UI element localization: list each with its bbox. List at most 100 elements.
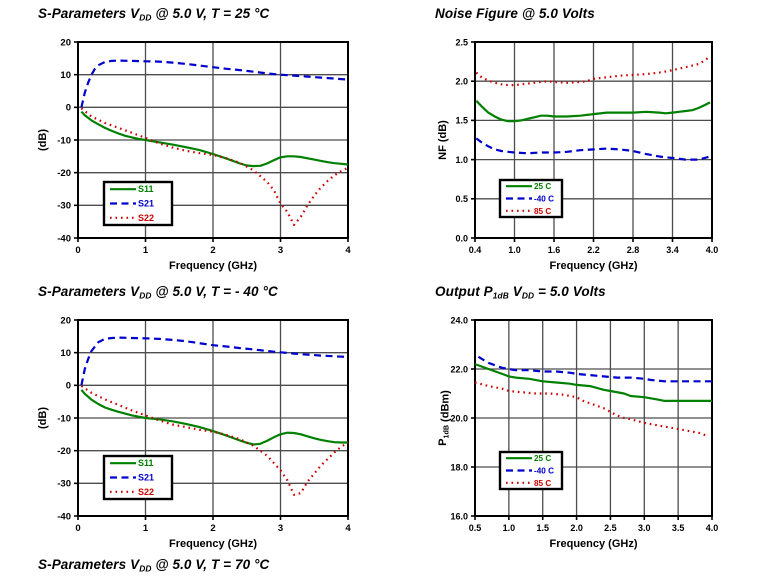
y-tick-label: -10 bbox=[57, 413, 71, 424]
chart-noise-figure: 0.4 1.0 1.6 2.2 2.8 3.4 4.0 0.0 0.5 1.0 1.5 2.0 2.5 F… bbox=[437, 37, 718, 272]
y-tick-label: -30 bbox=[57, 479, 71, 490]
series-25C bbox=[474, 363, 712, 402]
y-tick-label: 16.0 bbox=[450, 511, 468, 521]
series-S11 bbox=[80, 110, 349, 168]
x-tick-label: 0.5 bbox=[469, 523, 482, 533]
x-axis-title: Frequency (GHz) bbox=[169, 260, 257, 272]
title-text: = 5.0 Volts bbox=[534, 284, 606, 299]
chart-title-output-p1db: Output P1dB VDD = 5.0 Volts bbox=[435, 284, 606, 300]
y-tick-label: -40 bbox=[57, 511, 71, 522]
x-tick-label: 2.2 bbox=[587, 245, 600, 255]
series-S21 bbox=[80, 336, 349, 386]
series-S21 bbox=[80, 59, 349, 108]
x-tick-label: 3 bbox=[278, 523, 283, 534]
title-text: S-Parameters V bbox=[38, 284, 140, 299]
title-text: Output P bbox=[435, 284, 493, 299]
y-tick-label: 2.5 bbox=[455, 37, 468, 47]
series--40C bbox=[475, 137, 711, 161]
x-axis-title: Frequency (GHz) bbox=[169, 538, 257, 550]
x-tick-label: 3 bbox=[278, 245, 283, 256]
y-tick-label: -20 bbox=[57, 168, 71, 179]
y-axis-title: NF (dB) bbox=[437, 120, 449, 160]
series-25C bbox=[475, 100, 711, 123]
series-85C bbox=[474, 381, 709, 438]
y-tick-label: 24.0 bbox=[450, 315, 468, 325]
y-axis-title: (dB) bbox=[37, 129, 49, 151]
title-text: Noise Figure @ 5.0 Volts bbox=[435, 6, 595, 21]
legend-label: S11 bbox=[138, 458, 154, 468]
x-tick-label: 4 bbox=[345, 523, 351, 534]
y-tick-label: 20 bbox=[60, 37, 71, 48]
title-text: @ 5.0 V, T = - 40 °C bbox=[151, 284, 278, 299]
x-tick-label: 3.0 bbox=[638, 523, 651, 533]
y-axis-title: (dB) bbox=[37, 407, 49, 429]
legend-label: 25 C bbox=[534, 454, 551, 463]
chart-title-s-params-25c: S-Parameters VDD @ 5.0 V, T = 25 °C bbox=[38, 6, 269, 22]
x-axis-title: Frequency (GHz) bbox=[549, 260, 637, 272]
y-tick-label: 20 bbox=[60, 315, 71, 326]
series-S11 bbox=[80, 389, 348, 446]
y-tick-label: -10 bbox=[57, 135, 71, 146]
y-tick-label: -20 bbox=[57, 446, 71, 457]
legend-label: 85 C bbox=[534, 479, 551, 488]
y-tick-label: 18.0 bbox=[450, 462, 468, 472]
y-tick-label: 20.0 bbox=[450, 413, 468, 423]
y-tick-label: 1.0 bbox=[455, 155, 468, 165]
x-tick-label: 2 bbox=[210, 245, 215, 256]
y-tick-label: 1.5 bbox=[455, 116, 468, 126]
legend-label: S21 bbox=[138, 199, 154, 209]
y-tick-label: 0 bbox=[66, 103, 71, 114]
legend-label: S11 bbox=[138, 184, 154, 194]
x-tick-label: 1.5 bbox=[536, 523, 549, 533]
legend-label: S22 bbox=[138, 213, 154, 223]
title-subscript: DD bbox=[139, 12, 152, 23]
title-subscript: 1dB bbox=[492, 290, 509, 301]
chart-title-noise-figure: Noise Figure @ 5.0 Volts bbox=[435, 6, 595, 21]
series--40C bbox=[477, 355, 712, 383]
legend-label: 25 C bbox=[534, 182, 551, 191]
legend-label: 85 C bbox=[534, 207, 551, 216]
chart-output-p1db: 0.5 1.0 1.5 2.0 2.5 3.0 3.5 4.0 16.0 18.0 20.0 22.0… bbox=[437, 315, 718, 550]
legend-label: S22 bbox=[138, 487, 154, 497]
legend-label: -40 C bbox=[534, 467, 554, 476]
y-tick-label: 0 bbox=[66, 381, 71, 392]
x-tick-label: 4.0 bbox=[706, 523, 719, 533]
x-tick-label: 1.6 bbox=[548, 245, 561, 255]
x-tick-label: 2.5 bbox=[604, 523, 617, 533]
title-text: S-Parameters V bbox=[38, 6, 140, 21]
title-subscript: DD bbox=[139, 290, 152, 301]
x-tick-label: 1 bbox=[143, 245, 149, 256]
x-tick-label: 2.8 bbox=[627, 245, 640, 255]
y-tick-label: 22.0 bbox=[450, 364, 468, 374]
y-tick-label: -40 bbox=[57, 233, 71, 244]
x-axis-title: Frequency (GHz) bbox=[549, 538, 637, 550]
y-axis-title: P1dB (dBm) bbox=[437, 390, 452, 446]
series-85C bbox=[475, 55, 711, 87]
y-tick-label: 10 bbox=[60, 348, 71, 359]
x-tick-label: 0 bbox=[75, 523, 80, 534]
x-tick-label: 3.4 bbox=[666, 245, 679, 255]
x-tick-label: 1.0 bbox=[503, 523, 516, 533]
y-tick-label: 10 bbox=[60, 70, 71, 81]
title-text: @ 5.0 V, T = 70 °C bbox=[151, 557, 270, 572]
x-tick-label: 1.0 bbox=[508, 245, 521, 255]
legend-label: S21 bbox=[138, 473, 154, 483]
title-text: V bbox=[508, 284, 522, 299]
y-tick-label: -30 bbox=[57, 201, 71, 212]
title-text: @ 5.0 V, T = 25 °C bbox=[151, 6, 270, 21]
x-tick-label: 1 bbox=[143, 523, 149, 534]
x-tick-label: 4.0 bbox=[706, 245, 719, 255]
series-S22 bbox=[80, 107, 349, 226]
title-subscript: DD bbox=[139, 563, 152, 574]
title-subscript: DD bbox=[521, 290, 535, 301]
chart-s-params-25c: 0 1 2 3 4 -40 -30 -20 -10 0 10 20 Frequency (GHz) (dB… bbox=[37, 37, 351, 272]
x-tick-label: 4 bbox=[345, 245, 351, 256]
y-tick-label: 0.0 bbox=[455, 233, 468, 243]
chart-s-params-minus40c: 0 1 2 3 4 -40 -30 -20 -10 0 10 20 Frequency (GHz) (dB… bbox=[37, 315, 351, 550]
x-tick-label: 0.4 bbox=[469, 245, 482, 255]
legend-label: -40 C bbox=[534, 195, 554, 204]
y-tick-label: 0.5 bbox=[455, 194, 468, 204]
x-tick-label: 3.5 bbox=[672, 523, 685, 533]
